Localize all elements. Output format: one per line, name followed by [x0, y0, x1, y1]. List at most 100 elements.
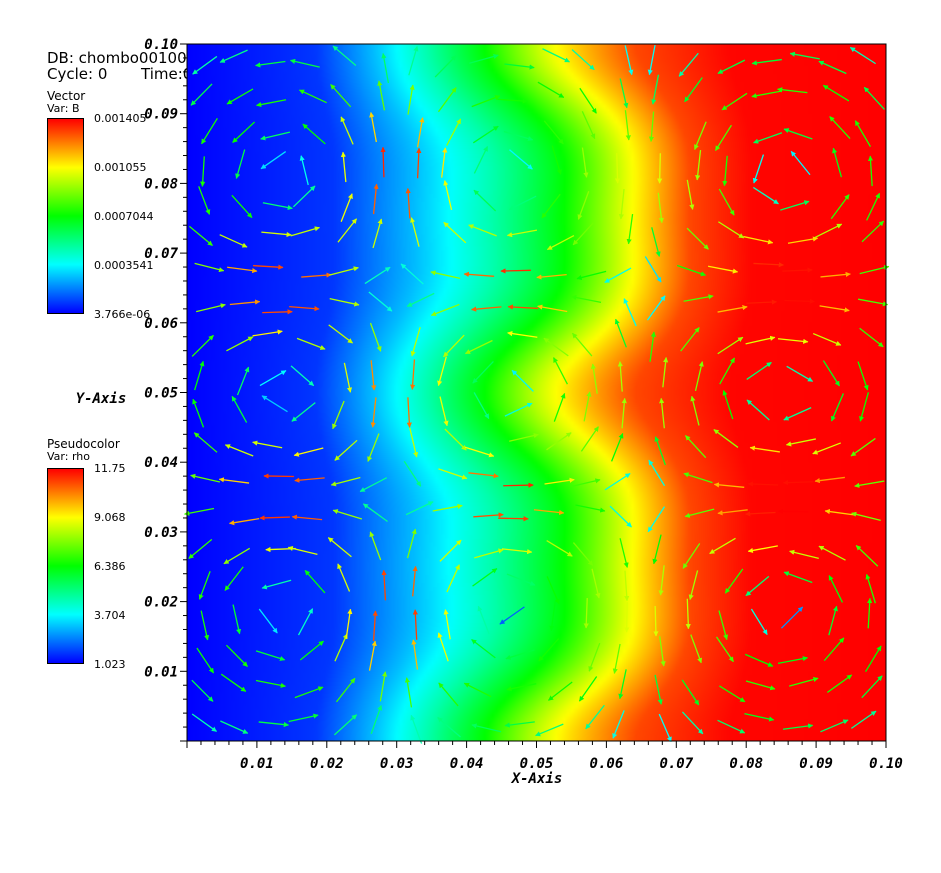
- field-vector: [867, 155, 874, 187]
- field-vector: [820, 719, 849, 733]
- field-vector: [327, 537, 352, 558]
- field-vector: [612, 643, 621, 674]
- field-vector: [444, 428, 467, 451]
- field-vector: [231, 194, 253, 219]
- field-vector: [443, 609, 451, 640]
- field-vector: [298, 89, 327, 104]
- field-vector: [219, 234, 248, 248]
- field-vector: [612, 710, 625, 739]
- field-vector: [198, 571, 211, 600]
- x-tick-label: 0.09: [799, 756, 833, 772]
- x-tick-label: 0.02: [310, 756, 344, 772]
- field-vector: [261, 579, 292, 590]
- field-vector: [866, 192, 881, 221]
- field-vector: [719, 357, 736, 385]
- field-vector: [753, 132, 783, 144]
- field-vector: [368, 291, 393, 312]
- field-vector: [194, 262, 225, 273]
- field-vector: [581, 111, 596, 140]
- field-vector: [226, 336, 254, 352]
- field-vector: [340, 193, 353, 222]
- field-vector: [646, 295, 666, 321]
- field-vector: [648, 459, 666, 487]
- field-vector: [188, 538, 213, 560]
- field-vector: [340, 151, 347, 183]
- field-vector: [684, 435, 707, 459]
- field-vector: [624, 570, 630, 602]
- field-vector: [191, 334, 214, 357]
- field-vector: [542, 48, 570, 63]
- field-vector: [658, 565, 665, 596]
- field-vector: [290, 226, 320, 237]
- field-vector: [506, 229, 538, 238]
- field-vector: [682, 543, 701, 569]
- field-vector: [232, 604, 242, 635]
- field-vector: [337, 563, 351, 592]
- field-vector: [572, 542, 594, 566]
- field-vector: [571, 294, 602, 304]
- field-vector: [610, 433, 624, 462]
- field-vector: [225, 644, 248, 667]
- pseudocolor-legend-var: Var: rho: [47, 450, 90, 463]
- field-vector: [332, 45, 357, 66]
- field-vector: [624, 602, 630, 633]
- field-vector: [865, 573, 876, 604]
- cycle-label: Cycle: 0: [47, 65, 108, 83]
- field-vector: [438, 682, 459, 707]
- plot-axes: 0.01 0.02 0.03 0.04 0.05 0.06 0.07 0.08 0.09 0.10…: [144, 37, 903, 772]
- field-vector: [302, 123, 326, 145]
- field-vector: [464, 446, 495, 458]
- field-vector: [624, 45, 634, 76]
- database-label: DB: chombo00100.hdf: [47, 49, 216, 67]
- field-vector: [507, 304, 539, 310]
- field-vector: [609, 505, 632, 528]
- field-vector: [443, 221, 467, 244]
- field-vector: [262, 309, 293, 315]
- field-vector: [859, 392, 870, 422]
- field-vector: [644, 256, 662, 283]
- field-vector: [193, 432, 218, 453]
- field-vector: [201, 117, 218, 145]
- field-vector: [854, 120, 872, 147]
- field-vector: [432, 503, 463, 512]
- field-vector: [229, 299, 261, 306]
- field-vector: [714, 124, 733, 152]
- field-vector: [718, 610, 729, 641]
- field-vector: [617, 361, 623, 392]
- field-vector: [855, 545, 879, 567]
- field-vector: [504, 63, 535, 70]
- field-vector: [255, 650, 286, 661]
- field-vector: [328, 324, 354, 344]
- vector-legend-title: Vector: [47, 89, 86, 103]
- field-vector: [777, 656, 809, 664]
- field-vector: [471, 306, 502, 312]
- field-vector: [369, 322, 382, 352]
- field-vector: [500, 268, 531, 274]
- field-vector: [184, 507, 215, 516]
- field-vector: [857, 361, 869, 391]
- field-vector: [372, 610, 378, 641]
- field-vector: [258, 721, 290, 728]
- field-vector: [370, 360, 377, 391]
- field-vector: [651, 227, 661, 257]
- field-vector: [438, 468, 468, 480]
- field-vector: [434, 55, 457, 78]
- field-vector: [749, 445, 780, 453]
- field-vector: [787, 236, 819, 244]
- y-tick-label: 0.03: [144, 525, 178, 541]
- field-vector: [439, 396, 449, 427]
- field-vector: [854, 480, 885, 488]
- field-vector: [649, 331, 656, 362]
- field-vector: [288, 713, 319, 723]
- field-vector: [256, 99, 287, 108]
- field-vector: [255, 679, 286, 688]
- field-vector: [329, 297, 360, 307]
- pseudocolor-colorbar-label: 9.068: [94, 511, 126, 524]
- field-vector: [252, 264, 284, 270]
- field-vector: [437, 632, 449, 662]
- field-vector: [471, 639, 496, 659]
- field-vector: [583, 598, 589, 629]
- field-vector: [261, 395, 288, 413]
- field-vector: [746, 299, 778, 305]
- field-vector: [368, 640, 377, 671]
